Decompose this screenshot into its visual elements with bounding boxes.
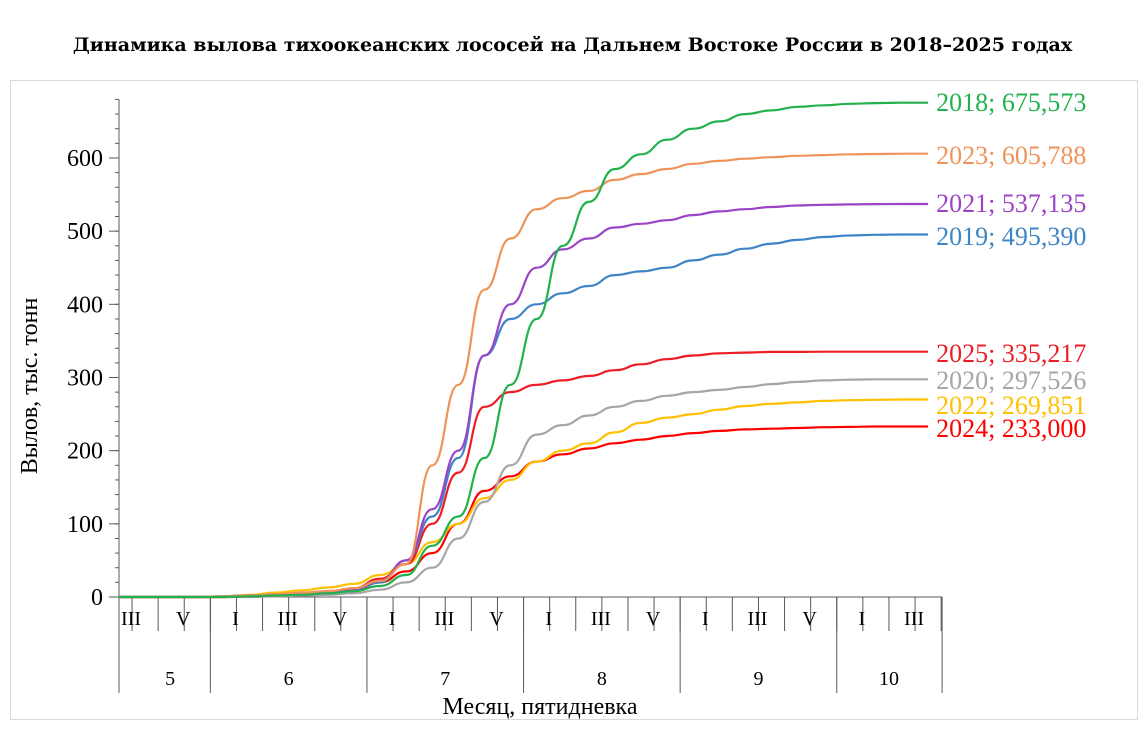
x-pentad-label: I: [232, 608, 239, 630]
x-pentad-label: III: [904, 608, 924, 630]
y-tick-label: 400: [67, 292, 103, 318]
y-axis-label: Вылов, тыс. тонн: [17, 298, 43, 475]
y-tick-label: 100: [67, 512, 103, 538]
x-pentad-label: III: [747, 608, 767, 630]
series-line-2022: [118, 398, 929, 599]
series-end-label-2022: 2022; 269,851: [936, 391, 1086, 420]
x-pentad-label: III: [121, 608, 141, 630]
chart-frame: 0 100 200 300 400 500 600 III V I III V I III V I III V I I…: [10, 80, 1138, 720]
y-tick-label: 300: [67, 365, 103, 391]
x-month-label: 5: [165, 668, 175, 690]
x-month-label: 10: [879, 668, 899, 690]
x-pentad-label: I: [859, 608, 866, 630]
y-tick-label: 0: [91, 585, 103, 611]
x-month-label: 7: [440, 668, 450, 690]
series-end-label-2020: 2020; 297,526: [936, 366, 1086, 395]
x-pentad-label: I: [389, 608, 396, 630]
x-pentad-label: III: [591, 608, 611, 630]
y-tick-label: 600: [67, 146, 103, 172]
series-line-2023: [118, 152, 929, 599]
series-labels: 2018; 675,573 2023; 605,788 2021; 537,135 2…: [936, 88, 1086, 443]
y-tick-label: 500: [67, 219, 103, 245]
x-pentad-label: I: [545, 608, 552, 630]
x-month-label: 9: [753, 668, 763, 690]
x-pentad-label: V: [646, 608, 661, 630]
series-end-label-2023: 2023; 605,788: [936, 141, 1086, 170]
x-pentad-label: V: [333, 608, 348, 630]
series-line-2020: [118, 378, 929, 599]
series-end-label-2024: 2024; 233,000: [936, 414, 1086, 443]
series-end-label-2019: 2019; 495,390: [936, 222, 1086, 251]
chart-title: Динамика вылова тихоокеанских лососей на…: [72, 34, 1073, 56]
series-end-label-2018: 2018; 675,573: [936, 88, 1086, 117]
x-pentad-label: V: [802, 608, 817, 630]
y-tick-label: 200: [67, 439, 103, 465]
x-pentad-label: I: [702, 608, 709, 630]
series-line-2018: [118, 101, 929, 599]
x-pentad-label: III: [278, 608, 298, 630]
x-pentad-label: III: [434, 608, 454, 630]
x-axis-label: Месяц, пятидневка: [442, 694, 637, 719]
series-layer: [118, 101, 929, 599]
x-pentad-label: V: [489, 608, 504, 630]
x-month-label: 6: [284, 668, 294, 690]
series-end-label-2021: 2021; 537,135: [936, 189, 1086, 218]
series-line-2021: [118, 202, 929, 599]
x-pentad-label: V: [176, 608, 191, 630]
series-line-2025: [118, 350, 929, 599]
series-end-label-2025: 2025; 335,217: [936, 339, 1086, 368]
x-month-label: 8: [597, 668, 607, 690]
